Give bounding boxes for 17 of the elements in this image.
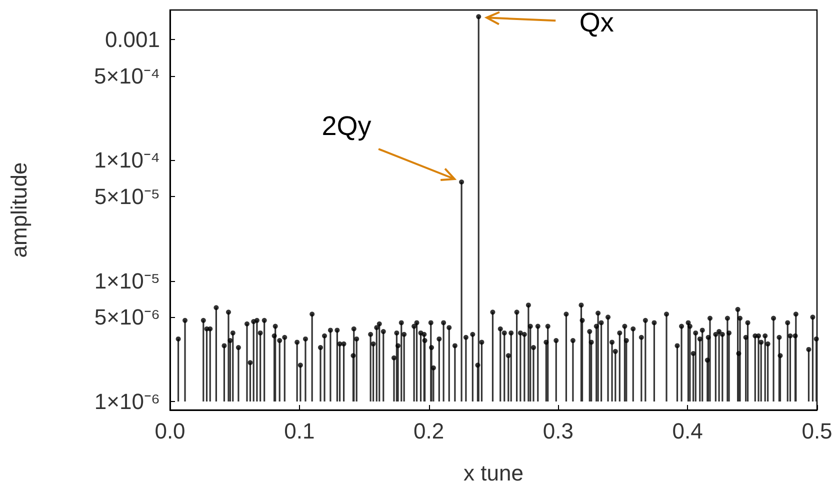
x-tick-label: 0.5	[802, 418, 832, 444]
y-tick-label: 5×10⁻⁴	[94, 63, 160, 88]
x-tick-label: 0.4	[672, 418, 703, 444]
y-tick-label: 5×10⁻⁶	[94, 304, 160, 330]
x-axis-title: x tune	[464, 460, 524, 486]
annotation: 2Qy	[322, 111, 372, 142]
y-tick-label: 1×10⁻⁵	[94, 268, 160, 294]
y-tick-label: 0.001	[104, 27, 160, 52]
x-tick-label: 0.3	[542, 418, 574, 444]
y-axis-title: amplitude	[6, 162, 32, 258]
annotation: Qx	[579, 8, 614, 38]
x-tick-label: 0.2	[414, 418, 444, 444]
x-tick-label: 0.1	[284, 418, 315, 444]
x-tick-label: 0.0	[154, 418, 186, 444]
y-tick-label: 5×10⁻⁵	[94, 184, 160, 210]
y-tick-label: 1×10⁻⁶	[94, 388, 160, 414]
y-tick-label: 1×10⁻⁴	[94, 148, 160, 173]
